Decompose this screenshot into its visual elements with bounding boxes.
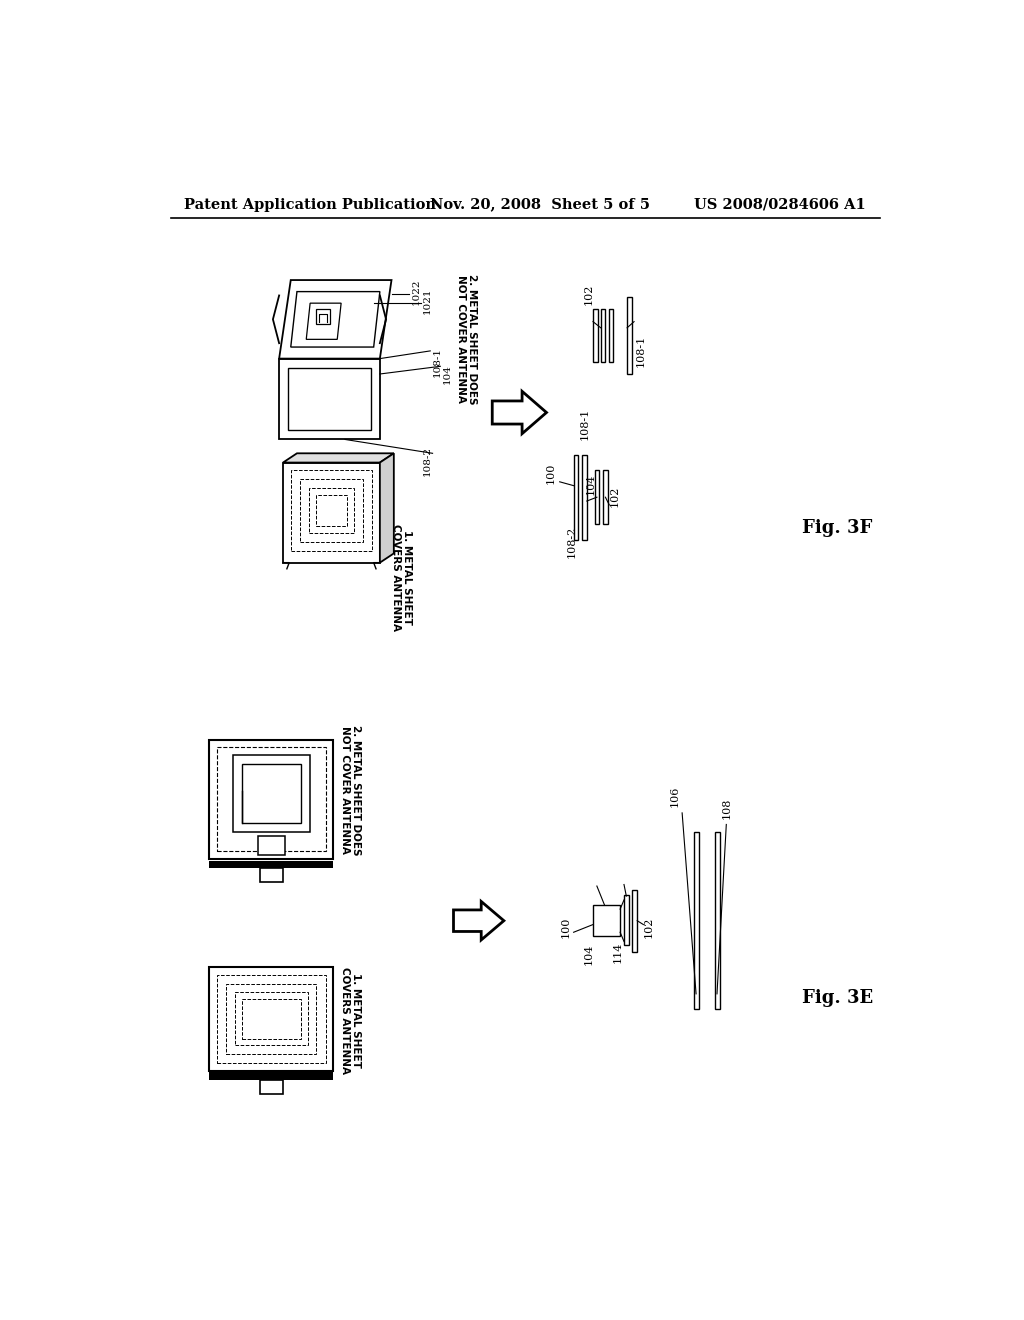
Text: 108-1: 108-1 xyxy=(432,347,441,378)
Bar xyxy=(624,895,630,945)
Text: 108-2: 108-2 xyxy=(567,527,578,558)
Bar xyxy=(226,983,316,1053)
Text: Fig. 3F: Fig. 3F xyxy=(802,519,872,537)
Bar xyxy=(573,455,579,540)
Polygon shape xyxy=(280,280,391,359)
Bar xyxy=(258,836,286,855)
Text: 114: 114 xyxy=(612,941,623,962)
Polygon shape xyxy=(283,453,394,462)
Text: 108-2: 108-2 xyxy=(423,446,431,477)
Bar xyxy=(280,359,380,440)
Bar xyxy=(593,309,598,363)
Polygon shape xyxy=(283,462,380,562)
Bar xyxy=(693,832,699,1010)
Text: 1022: 1022 xyxy=(412,279,421,305)
Bar xyxy=(627,297,632,374)
Text: 106: 106 xyxy=(670,785,679,808)
Bar xyxy=(209,861,334,869)
Text: Fig. 3E: Fig. 3E xyxy=(802,989,873,1007)
Bar xyxy=(308,488,354,533)
Bar xyxy=(217,974,326,1063)
Bar xyxy=(209,1072,334,1080)
Text: 102: 102 xyxy=(609,486,620,507)
Bar xyxy=(300,479,362,543)
Text: 102: 102 xyxy=(643,916,653,939)
Bar xyxy=(209,739,334,859)
Text: 108-1: 108-1 xyxy=(580,408,590,440)
Text: 1. METAL SHEET
COVERS ANTENNA: 1. METAL SHEET COVERS ANTENNA xyxy=(340,968,361,1074)
Bar xyxy=(217,747,326,851)
Text: 108-1: 108-1 xyxy=(636,335,645,367)
Bar xyxy=(232,755,310,832)
Polygon shape xyxy=(380,453,394,562)
Bar xyxy=(291,470,372,552)
Text: 108: 108 xyxy=(721,797,731,818)
Text: 100: 100 xyxy=(561,916,570,939)
Text: 2. METAL SHEET DOES
NOT COVER ANTENNA: 2. METAL SHEET DOES NOT COVER ANTENNA xyxy=(456,275,477,405)
Bar xyxy=(632,890,637,952)
Bar xyxy=(715,832,720,1010)
Text: 2. METAL SHEET DOES
NOT COVER ANTENNA: 2. METAL SHEET DOES NOT COVER ANTENNA xyxy=(340,725,361,855)
Text: US 2008/0284606 A1: US 2008/0284606 A1 xyxy=(693,198,865,211)
Text: 100: 100 xyxy=(546,462,555,484)
Bar xyxy=(315,495,347,527)
Bar xyxy=(242,764,301,822)
Text: 1021: 1021 xyxy=(423,288,432,314)
Bar xyxy=(260,869,283,882)
Bar xyxy=(245,771,299,796)
Text: 104: 104 xyxy=(586,474,596,495)
Text: 102: 102 xyxy=(584,284,594,305)
Bar xyxy=(593,906,621,936)
Polygon shape xyxy=(493,391,547,434)
Bar xyxy=(260,1080,283,1094)
Bar xyxy=(209,966,334,1071)
Text: 1. METAL SHEET
COVERS ANTENNA: 1. METAL SHEET COVERS ANTENNA xyxy=(391,524,413,631)
Text: 104: 104 xyxy=(442,364,452,384)
Bar xyxy=(583,455,587,540)
Bar xyxy=(595,470,599,524)
Bar xyxy=(603,470,607,524)
Bar xyxy=(289,368,371,430)
Bar xyxy=(608,309,613,363)
Polygon shape xyxy=(454,902,504,940)
Bar xyxy=(316,309,331,323)
Bar xyxy=(234,993,308,1045)
Bar xyxy=(242,999,301,1039)
Text: 104: 104 xyxy=(584,944,594,965)
Text: Patent Application Publication: Patent Application Publication xyxy=(183,198,436,211)
Bar xyxy=(601,309,605,363)
Text: Nov. 20, 2008  Sheet 5 of 5: Nov. 20, 2008 Sheet 5 of 5 xyxy=(430,198,650,211)
